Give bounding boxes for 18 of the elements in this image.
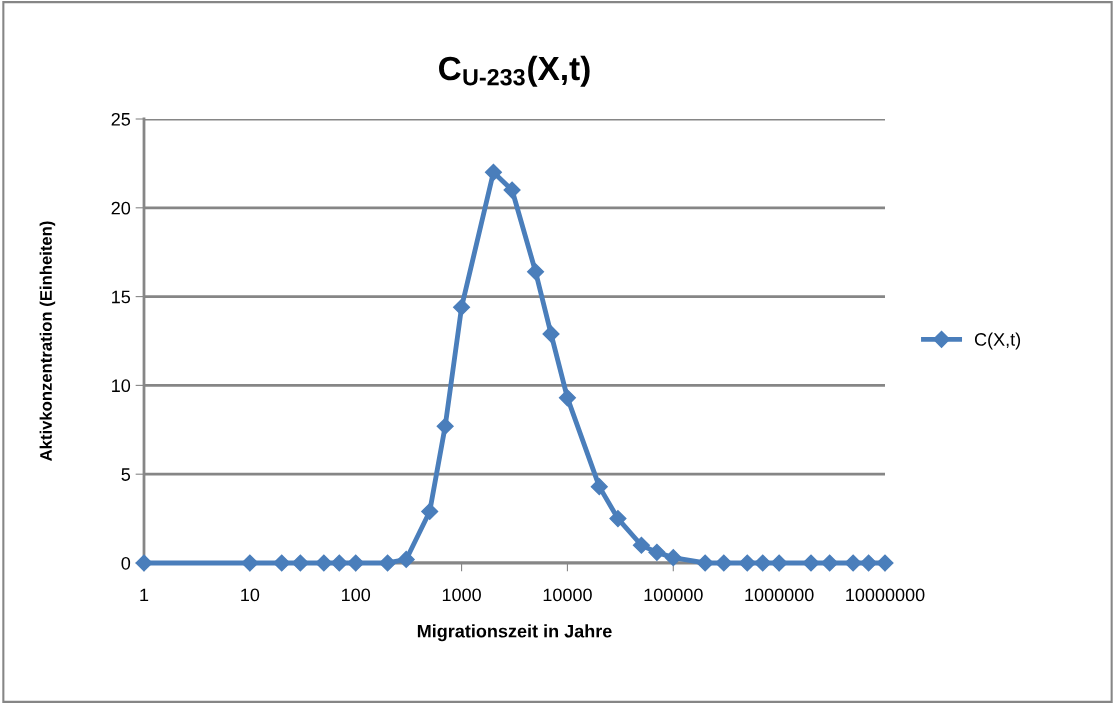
x-tick-label: 1 xyxy=(140,588,149,602)
x-tick-label: 1000000 xyxy=(745,588,814,602)
x-tick-label: 10000000 xyxy=(846,588,925,602)
x-tick-label: 1000 xyxy=(442,588,481,602)
x-tick-label: 100000 xyxy=(644,588,703,602)
y-tick-label: 15 xyxy=(112,290,131,304)
x-tick-label: 100 xyxy=(342,588,371,602)
y-tick-label: 5 xyxy=(121,468,131,481)
x-tick-label: 10 xyxy=(241,588,260,602)
y-axis-title: Aktivkonzentration (Einheiten) xyxy=(39,221,56,461)
x-tick-label: 10000 xyxy=(543,588,592,602)
legend-label: C(X,t) xyxy=(974,332,1021,350)
y-tick-label: 10 xyxy=(112,379,131,393)
chart-title: C$_{U-233}$(X,t) xyxy=(439,55,590,87)
y-tick-label: 0 xyxy=(121,556,131,570)
x-axis-title: Migrationszeit in Jahre xyxy=(417,624,612,642)
y-tick-label: 25 xyxy=(111,112,131,126)
y-tick-label: 20 xyxy=(111,201,131,215)
